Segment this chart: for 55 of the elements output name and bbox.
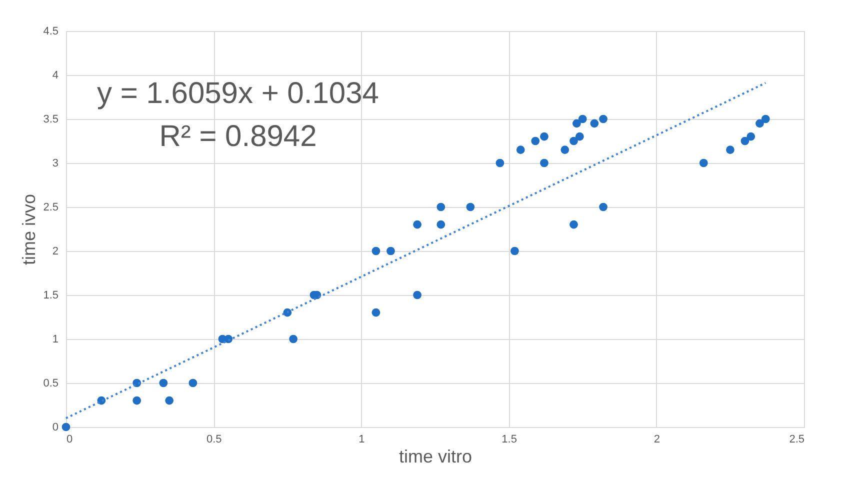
y-tick-label: 4: [52, 70, 58, 82]
point: [746, 132, 756, 141]
point: [699, 158, 708, 168]
x-tick-label: 1.5: [502, 434, 517, 446]
y-tick-label: 2.5: [43, 202, 58, 214]
point: [466, 202, 475, 212]
point: [590, 119, 599, 128]
point: [386, 246, 395, 256]
point: [740, 136, 750, 146]
point: [188, 378, 198, 388]
point: [578, 114, 587, 124]
point: [570, 220, 578, 229]
point: [599, 114, 608, 124]
x-tick-label: 0.5: [206, 434, 222, 446]
x-tick-label: 2: [654, 434, 660, 446]
x-tick-label: 0: [66, 434, 73, 446]
point: [132, 396, 142, 405]
y-tick-label: 0: [52, 422, 58, 434]
x-tick-label: 2.5: [789, 434, 804, 446]
point: [599, 202, 608, 212]
point: [516, 146, 525, 154]
point: [572, 119, 581, 128]
y-tick-label: 3.5: [43, 114, 58, 126]
point: [540, 158, 548, 168]
y-tick-label: 0.5: [43, 378, 58, 390]
point: [289, 334, 298, 344]
point: [510, 246, 519, 256]
annotation: y = 1.6059x + 0.1034: [97, 77, 379, 110]
point: [436, 202, 446, 212]
point: [372, 308, 380, 317]
point: [560, 146, 570, 154]
x-tick-label: 1: [358, 434, 365, 446]
point: [436, 220, 446, 229]
y-tick-label: 3: [52, 158, 58, 170]
point: [159, 378, 168, 388]
y-tick-label: 2: [52, 246, 58, 258]
point: [756, 119, 764, 128]
point: [372, 246, 380, 256]
point: [496, 158, 504, 168]
point: [62, 422, 70, 432]
point: [575, 132, 584, 141]
y-tick-label: 4.5: [43, 26, 58, 38]
point: [761, 114, 770, 124]
y-tick-label: 1.5: [43, 290, 58, 302]
point: [726, 146, 734, 154]
x-axis-title: time vitro: [398, 446, 472, 466]
annotation: R² = 0.8942: [159, 120, 317, 153]
point: [531, 136, 540, 146]
point: [165, 396, 174, 405]
point: [413, 290, 422, 300]
y-tick-label: 1: [52, 334, 58, 346]
point: [413, 220, 422, 229]
y-axis-title: time ivvo: [19, 194, 40, 266]
point: [540, 132, 548, 141]
point: [570, 136, 578, 146]
